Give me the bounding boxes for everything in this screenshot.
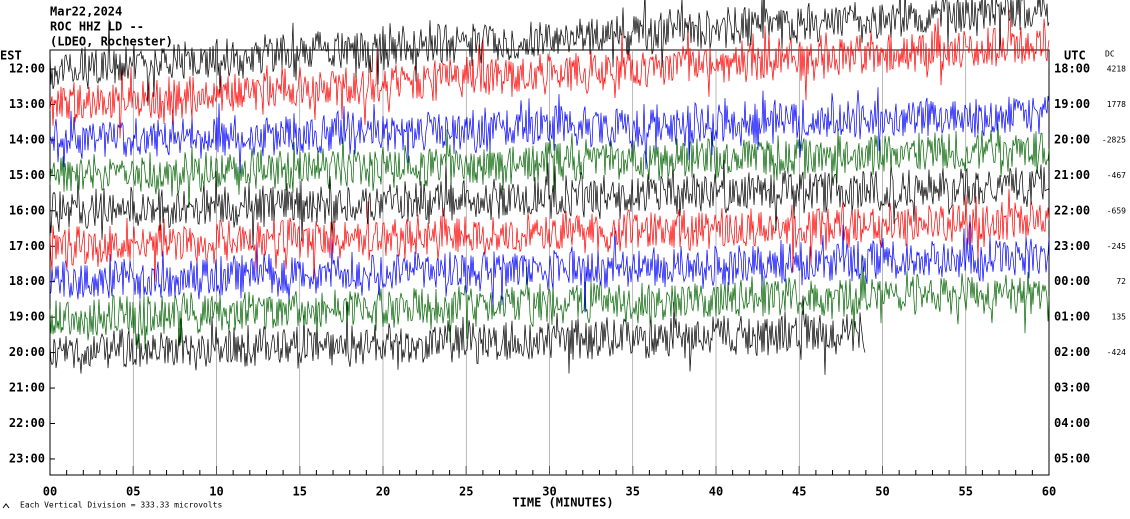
utc-label: 04:00 bbox=[1054, 416, 1090, 430]
dc-value: -245 bbox=[1107, 242, 1126, 251]
utc-label: 00:00 bbox=[1054, 274, 1090, 288]
x-tick-label: 25 bbox=[459, 485, 473, 499]
x-tick-label: 15 bbox=[293, 485, 307, 499]
utc-label: 23:00 bbox=[1054, 239, 1090, 253]
est-label: 12:00 bbox=[9, 62, 45, 76]
est-title: EST bbox=[0, 49, 22, 63]
trace bbox=[49, 214, 1050, 313]
trace bbox=[49, 295, 866, 375]
est-label: 17:00 bbox=[9, 239, 45, 253]
location: (LDEO, Rochester) bbox=[50, 35, 173, 49]
utc-label: 21:00 bbox=[1054, 168, 1090, 182]
est-label: 21:00 bbox=[9, 381, 45, 395]
dc-value: -659 bbox=[1107, 206, 1126, 215]
footer: Each Vertical Division = 333.33 microvol… bbox=[20, 501, 222, 510]
utc-title: UTC bbox=[1064, 49, 1086, 63]
x-tick-label: 20 bbox=[376, 485, 390, 499]
est-label: 22:00 bbox=[9, 416, 45, 430]
x-tick-label: 55 bbox=[959, 485, 973, 499]
est-label: 15:00 bbox=[9, 168, 45, 182]
trace bbox=[49, 0, 1050, 106]
trace bbox=[49, 9, 1050, 139]
est-label: 18:00 bbox=[9, 274, 45, 288]
est-label: 23:00 bbox=[9, 451, 45, 465]
utc-label: 05:00 bbox=[1054, 451, 1090, 465]
est-label: 13:00 bbox=[9, 97, 45, 111]
x-tick-label: 50 bbox=[875, 485, 889, 499]
date: Mar22,2024 bbox=[50, 5, 122, 19]
utc-label: 01:00 bbox=[1054, 310, 1090, 324]
est-label: 20:00 bbox=[9, 345, 45, 359]
utc-label: 18:00 bbox=[1054, 62, 1090, 76]
x-tick-label: 10 bbox=[209, 485, 223, 499]
dc-title: DC bbox=[1105, 50, 1115, 59]
est-label: 14:00 bbox=[9, 132, 45, 146]
dc-value: 1778 bbox=[1107, 100, 1126, 109]
x-tick-label: 60 bbox=[1042, 485, 1056, 499]
x-tick-label: 30 bbox=[542, 485, 556, 499]
x-tick-label: 05 bbox=[126, 485, 140, 499]
dc-value: 72 bbox=[1116, 277, 1126, 286]
trace bbox=[49, 188, 1050, 282]
utc-label: 20:00 bbox=[1054, 132, 1090, 146]
dc-value: -2825 bbox=[1102, 135, 1126, 144]
utc-label: 02:00 bbox=[1054, 345, 1090, 359]
station: ROC HHZ LD -- bbox=[50, 20, 144, 34]
trace bbox=[49, 159, 1050, 248]
trace bbox=[49, 256, 1050, 350]
utc-label: 19:00 bbox=[1054, 97, 1090, 111]
x-axis-title: TIME (MINUTES) bbox=[512, 496, 613, 510]
x-tick-label: 40 bbox=[709, 485, 723, 499]
utc-label: 22:00 bbox=[1054, 203, 1090, 217]
x-tick-label: 00 bbox=[43, 485, 57, 499]
dc-value: -424 bbox=[1107, 348, 1126, 357]
dc-value: 135 bbox=[1112, 313, 1127, 322]
est-label: 19:00 bbox=[9, 310, 45, 324]
x-tick-label: 35 bbox=[626, 485, 640, 499]
logo bbox=[2, 503, 10, 509]
est-label: 16:00 bbox=[9, 203, 45, 217]
dc-value: 4218 bbox=[1107, 65, 1126, 74]
trace bbox=[49, 87, 1050, 173]
trace bbox=[49, 123, 1050, 208]
dc-value: -467 bbox=[1107, 171, 1126, 180]
utc-label: 03:00 bbox=[1054, 381, 1090, 395]
x-tick-label: 45 bbox=[792, 485, 806, 499]
